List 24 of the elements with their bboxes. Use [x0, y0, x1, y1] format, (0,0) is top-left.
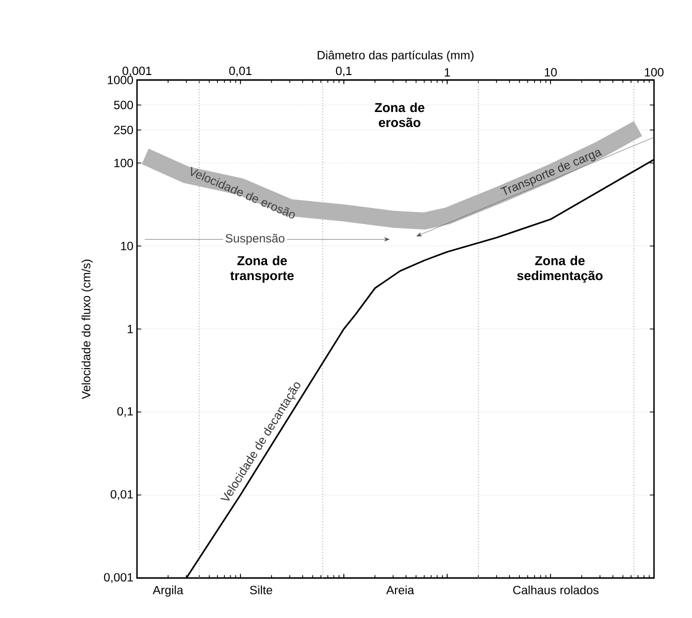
text: Argila [152, 586, 184, 597]
y-tick-label: 250 [114, 126, 134, 134]
x-axis-title: Diâmetro das partículas (mm) [318, 50, 474, 62]
text: Calhaus rolados [513, 586, 599, 594]
y-tick-label: 500 [114, 100, 134, 110]
y-tick-label: 10 [121, 242, 134, 250]
y-tick-label: 100 [114, 158, 134, 168]
y-tick-label: 1000 [108, 76, 134, 84]
x-tick-label: 10 [544, 68, 557, 76]
x-tick-label: 0,1 [336, 66, 352, 76]
y-tick-label: 0,1 [117, 407, 133, 417]
y-tick-label: 0,001 [104, 573, 133, 583]
x-tick-label: 1 [444, 68, 450, 76]
y-axis-title: Velocidade do fluxo (cm/s) [82, 260, 93, 400]
annotation: Suspensão [226, 234, 284, 245]
annotation: Zona de sedimentação [517, 256, 603, 283]
text: Silte [250, 586, 272, 594]
text: Areia [386, 586, 414, 594]
y-tick-label: 0,01 [110, 490, 133, 500]
annotation: Zona de transporte [230, 256, 294, 283]
x-tick-label: 100 [644, 68, 664, 76]
y-tick-label: 1 [128, 324, 133, 334]
annotation: Zona de erosão [374, 102, 424, 128]
x-tick-label: 0,01 [229, 66, 252, 76]
